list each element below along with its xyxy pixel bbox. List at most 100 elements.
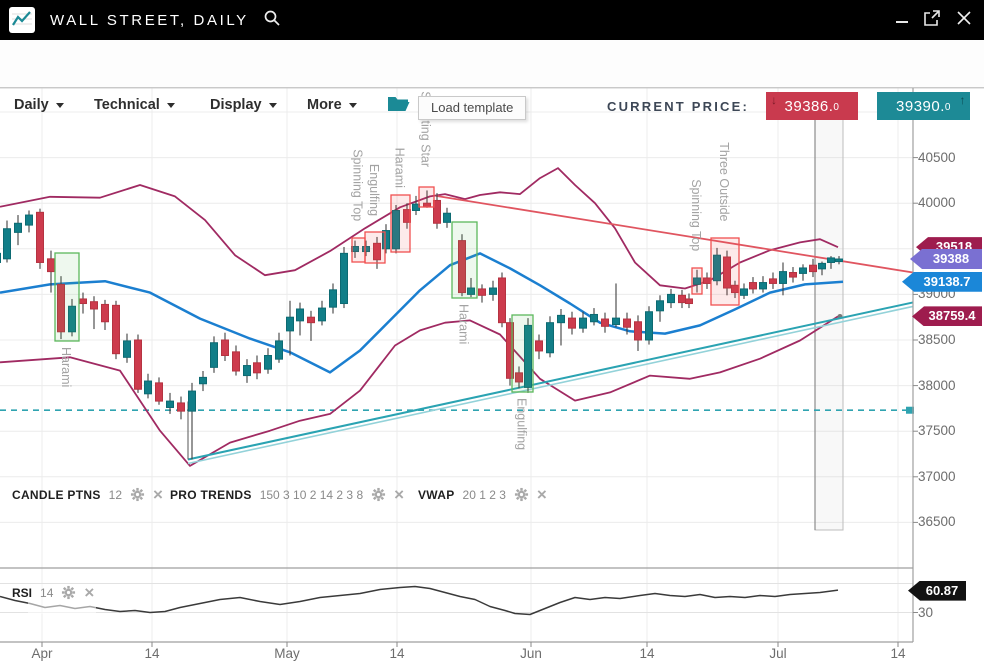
candlestick-series[interactable] <box>0 190 843 460</box>
candle[interactable] <box>307 310 315 341</box>
candle[interactable] <box>68 298 76 337</box>
candle[interactable] <box>579 311 587 333</box>
menu-timeframe[interactable]: Daily <box>14 97 64 113</box>
candle[interactable] <box>155 377 163 405</box>
candle[interactable] <box>90 296 98 330</box>
candle[interactable] <box>667 288 675 309</box>
popout-button[interactable] <box>922 8 942 33</box>
candle[interactable] <box>656 295 664 322</box>
pattern-box-spinning-top[interactable]: Spinning Top <box>351 149 366 263</box>
candle[interactable] <box>275 332 283 363</box>
candle[interactable] <box>221 332 229 361</box>
search-icon[interactable] <box>262 8 282 33</box>
menu-display[interactable]: Display <box>210 97 277 113</box>
candle[interactable] <box>57 276 65 340</box>
candle[interactable] <box>713 247 721 286</box>
candle[interactable] <box>809 258 817 278</box>
menu-more[interactable]: More <box>307 97 357 113</box>
candle[interactable] <box>253 355 261 380</box>
candle[interactable] <box>264 348 272 374</box>
candle[interactable] <box>232 345 240 376</box>
candle[interactable] <box>634 315 642 351</box>
candle[interactable] <box>188 382 196 460</box>
candle[interactable] <box>458 234 466 297</box>
menu-technical[interactable]: Technical <box>94 97 175 113</box>
candle[interactable] <box>79 292 87 314</box>
candle[interactable] <box>789 267 797 283</box>
candle[interactable] <box>177 396 185 420</box>
candle[interactable] <box>144 373 152 399</box>
candle[interactable] <box>243 359 251 383</box>
candle[interactable] <box>478 284 486 303</box>
candle[interactable] <box>25 210 33 233</box>
candle[interactable] <box>433 193 441 229</box>
candle[interactable] <box>703 272 711 289</box>
sell-price-button[interactable]: ↓ 39386. 0 <box>766 92 858 120</box>
load-template-folder-icon[interactable] <box>387 94 410 119</box>
close-icon[interactable] <box>954 8 974 33</box>
candle[interactable] <box>623 312 631 335</box>
candle[interactable] <box>827 256 835 269</box>
candle[interactable] <box>199 371 207 392</box>
candle[interactable] <box>835 256 843 265</box>
candle[interactable] <box>318 300 326 326</box>
candle[interactable] <box>740 283 748 299</box>
candle[interactable] <box>535 334 543 360</box>
candle[interactable] <box>112 300 120 360</box>
candle[interactable] <box>678 289 686 309</box>
pattern-box-engulfing[interactable]: Engulfing <box>364 164 386 264</box>
candle[interactable] <box>645 306 653 345</box>
candle[interactable] <box>779 262 787 296</box>
candle[interactable] <box>506 318 514 386</box>
candle[interactable] <box>601 312 609 333</box>
candle[interactable] <box>296 302 304 336</box>
candle[interactable] <box>123 333 131 363</box>
pattern-box-three-outside[interactable]: Three Outside <box>710 142 740 306</box>
candle[interactable] <box>489 280 497 301</box>
candle[interactable] <box>590 308 598 326</box>
candle[interactable] <box>498 272 506 328</box>
pattern-box-spinning-top[interactable]: Spinning Top <box>689 179 703 295</box>
candle[interactable] <box>546 316 554 358</box>
candle[interactable] <box>612 283 620 328</box>
candle[interactable] <box>818 261 826 276</box>
candle[interactable] <box>557 308 565 346</box>
bollinger-bands[interactable] <box>0 167 839 467</box>
candle[interactable] <box>14 215 22 246</box>
candle[interactable] <box>392 205 400 254</box>
candle[interactable] <box>443 207 451 228</box>
buy-price-button[interactable]: 39390. 0 ↑ <box>877 92 970 120</box>
candle[interactable] <box>568 311 576 335</box>
candle[interactable] <box>36 208 44 269</box>
candle[interactable] <box>467 277 475 298</box>
candle[interactable] <box>3 220 11 263</box>
candle[interactable] <box>515 366 523 389</box>
candle[interactable] <box>286 300 294 356</box>
candle[interactable] <box>0 252 1 264</box>
rsi-line[interactable] <box>0 584 839 616</box>
minimize-button[interactable] <box>894 9 910 32</box>
candle[interactable] <box>166 392 174 414</box>
pattern-box-engulfing[interactable]: Engulfing <box>511 314 534 450</box>
candle[interactable] <box>685 293 693 309</box>
candle[interactable] <box>693 269 701 293</box>
candle[interactable] <box>329 283 337 314</box>
candle[interactable] <box>723 250 731 296</box>
candle[interactable] <box>134 334 142 393</box>
candle[interactable] <box>340 246 348 309</box>
candle[interactable] <box>759 276 767 293</box>
candle[interactable] <box>47 250 55 293</box>
dashed-level-line[interactable] <box>0 406 914 414</box>
candle[interactable] <box>210 336 218 373</box>
candle[interactable] <box>382 224 390 254</box>
pattern-box-harami[interactable]: Harami <box>390 148 411 253</box>
candle[interactable] <box>101 299 109 330</box>
candle[interactable] <box>362 240 370 257</box>
candle[interactable] <box>524 318 532 393</box>
pattern-box-harami[interactable]: Harami <box>54 252 80 387</box>
pattern-box-harami[interactable]: Harami <box>451 221 478 344</box>
candle[interactable] <box>769 272 777 289</box>
candle[interactable] <box>749 277 757 294</box>
